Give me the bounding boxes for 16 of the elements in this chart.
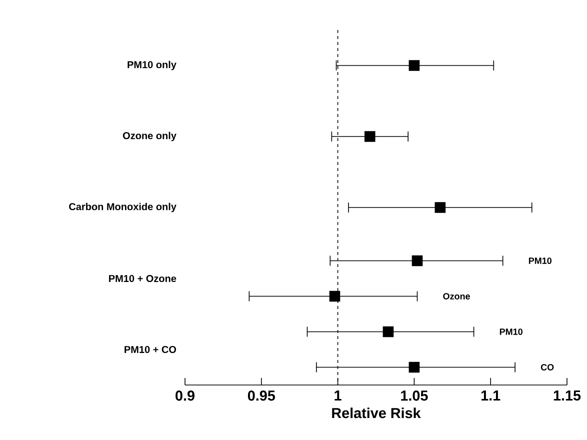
x-tick-label: 1.05	[401, 390, 428, 401]
x-axis-title: Relative Risk	[332, 408, 421, 418]
y-tick-label: Carbon Monoxide only	[69, 202, 176, 212]
y-tick-label: PM10 + Ozone	[109, 274, 176, 282]
y-tick-label: Ozone only	[122, 132, 176, 142]
x-tick-label: 1.15	[554, 390, 581, 401]
annotation: CO	[540, 364, 554, 370]
x-tick-label: 0.9	[176, 390, 194, 401]
x-tick-label: 1.1	[482, 390, 500, 400]
x-tick-label: 1	[334, 390, 342, 400]
annotation: PM10	[528, 258, 552, 264]
annotation: Ozone	[443, 293, 470, 300]
y-tick-label: PM10 + CO	[124, 346, 176, 354]
x-tick-label: 0.95	[248, 390, 276, 401]
annotation: PM10	[500, 328, 522, 335]
y-tick-label: PM10 only	[128, 60, 176, 70]
